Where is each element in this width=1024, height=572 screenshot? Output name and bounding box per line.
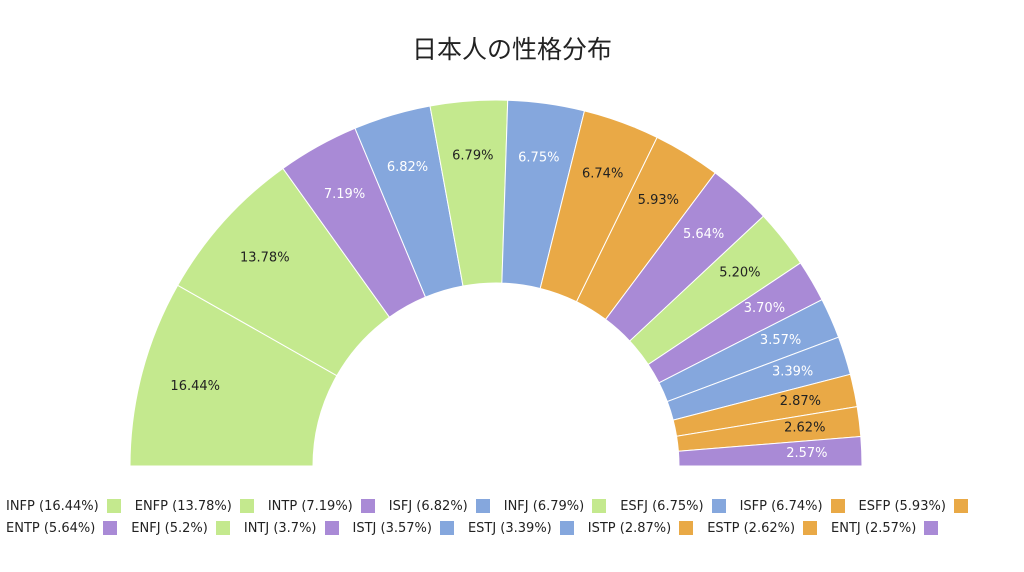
data-label-istj: 3.57% bbox=[760, 333, 801, 348]
legend-swatch bbox=[924, 521, 939, 535]
legend-item-esfj[interactable]: ESFJ (6.75%) bbox=[620, 498, 726, 514]
data-label-esfp: 5.93% bbox=[638, 193, 679, 208]
data-label-isfp: 6.74% bbox=[582, 166, 623, 181]
legend-swatch bbox=[592, 499, 607, 513]
legend-item-entp[interactable]: ENTP (5.64%) bbox=[6, 520, 118, 536]
legend-label: INFP (16.44%) bbox=[6, 498, 99, 514]
legend-item-entj[interactable]: ENTJ (2.57%) bbox=[831, 520, 939, 536]
legend-swatch bbox=[953, 499, 968, 513]
data-label-istp: 2.87% bbox=[780, 394, 821, 409]
legend-label: ESTJ (3.39%) bbox=[467, 520, 552, 536]
legend-item-infj[interactable]: INFJ (6.79%) bbox=[503, 498, 607, 514]
legend-swatch bbox=[360, 499, 375, 513]
chart-slices bbox=[129, 99, 863, 467]
legend-label: ENTP (5.64%) bbox=[6, 520, 96, 536]
legend-swatch bbox=[215, 521, 230, 535]
legend-label: ENFJ (5.2%) bbox=[131, 520, 208, 536]
legend-label: INTP (7.19%) bbox=[267, 498, 353, 514]
legend-item-istp[interactable]: ISTP (2.87%) bbox=[587, 520, 694, 536]
legend-item-intp[interactable]: INTP (7.19%) bbox=[268, 498, 375, 514]
legend-label: ESFP (5.93%) bbox=[858, 498, 946, 514]
legend-swatch bbox=[439, 521, 454, 535]
chart-legend: INFP (16.44%) ENFP (13.78%) INTP (7.19%) IS… bbox=[6, 498, 1018, 536]
legend-label: INFJ (6.79%) bbox=[503, 498, 585, 514]
chart-title: 日本人の性格分布 bbox=[411, 35, 612, 64]
slice-entj[interactable] bbox=[677, 435, 863, 467]
data-label-estj: 3.39% bbox=[772, 365, 813, 380]
data-label-enfp: 13.78% bbox=[240, 250, 290, 265]
legend-swatch bbox=[559, 521, 574, 535]
legend-swatch bbox=[679, 521, 694, 535]
legend-swatch bbox=[830, 499, 845, 513]
legend-item-enfj[interactable]: ENFJ (5.2%) bbox=[131, 520, 230, 536]
legend-item-enfp[interactable]: ENFP (13.78%) bbox=[135, 498, 254, 514]
legend-label: ESFJ (6.75%) bbox=[620, 498, 704, 514]
legend-swatch bbox=[324, 521, 339, 535]
legend-swatch bbox=[106, 499, 121, 513]
legend-swatch bbox=[239, 499, 254, 513]
legend-label: INTJ (3.7%) bbox=[243, 520, 317, 536]
legend-item-infp[interactable]: INFP (16.44%) bbox=[6, 498, 121, 514]
data-label-estp: 2.62% bbox=[784, 421, 825, 436]
legend-item-isfj[interactable]: ISFJ (6.82%) bbox=[389, 498, 490, 514]
legend-label: ENTJ (2.57%) bbox=[831, 520, 917, 536]
legend-item-istj[interactable]: ISTJ (3.57%) bbox=[353, 520, 454, 536]
data-label-enfj: 5.20% bbox=[719, 265, 760, 280]
legend-label: ISFP (6.74%) bbox=[739, 498, 823, 514]
legend-swatch bbox=[103, 521, 118, 535]
data-label-esfj: 6.75% bbox=[518, 150, 559, 165]
semicircle-donut-chart: 16.44% 13.78% 7.19% 6.82% 6.79% 6.75% 6.74% 5.9… bbox=[129, 99, 863, 467]
chart-data-labels: 16.44% 13.78% 7.19% 6.82% 6.79% 6.75% 6.74% 5.9… bbox=[170, 148, 827, 461]
legend-label: ISTJ (3.57%) bbox=[352, 520, 432, 536]
legend-swatch bbox=[711, 499, 726, 513]
legend-label: ESTP (2.62%) bbox=[707, 520, 796, 536]
data-label-isfj: 6.82% bbox=[387, 160, 428, 175]
legend-item-estp[interactable]: ESTP (2.62%) bbox=[707, 520, 818, 536]
legend-item-esfp[interactable]: ESFP (5.93%) bbox=[859, 498, 968, 514]
data-label-infp: 16.44% bbox=[170, 379, 220, 394]
legend-swatch bbox=[803, 521, 818, 535]
data-label-intj: 3.70% bbox=[744, 301, 785, 316]
data-label-entj: 2.57% bbox=[786, 446, 827, 461]
data-label-entp: 5.64% bbox=[683, 227, 724, 242]
legend-item-isfp[interactable]: ISFP (6.74%) bbox=[740, 498, 845, 514]
data-label-intp: 7.19% bbox=[324, 187, 365, 202]
data-label-infj: 6.79% bbox=[452, 148, 493, 163]
legend-item-intj[interactable]: INTJ (3.7%) bbox=[244, 520, 339, 536]
legend-item-estj[interactable]: ESTJ (3.39%) bbox=[468, 520, 574, 536]
legend-swatch bbox=[475, 499, 490, 513]
legend-label: ISFJ (6.82%) bbox=[388, 498, 468, 514]
legend-label: ENFP (13.78%) bbox=[134, 498, 232, 514]
legend-label: ISTP (2.87%) bbox=[587, 520, 672, 536]
